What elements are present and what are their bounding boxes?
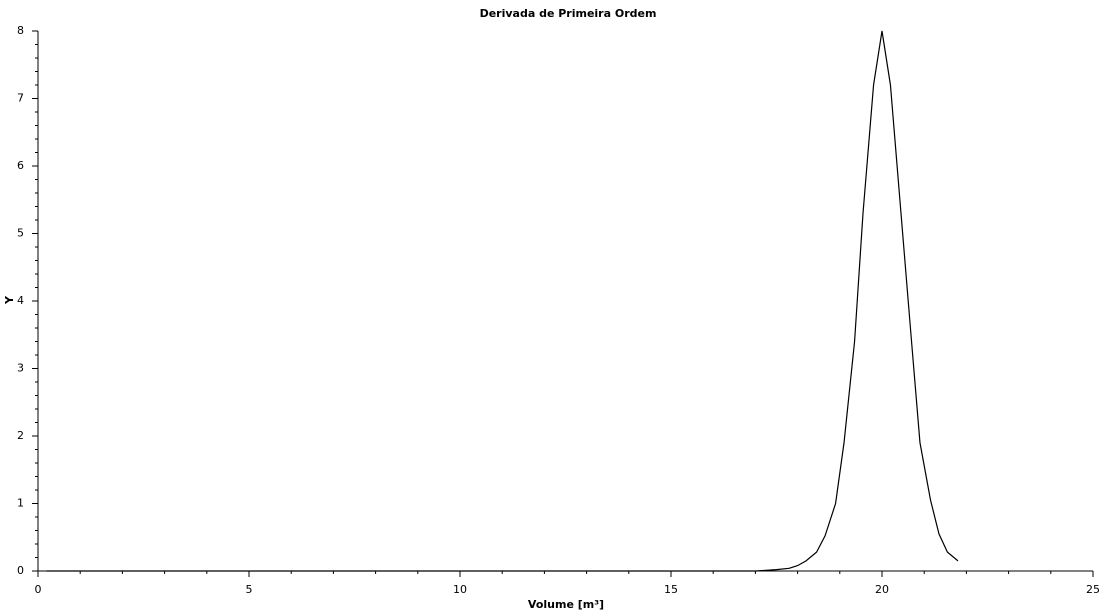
x-axis-label: Volume [m³] <box>528 598 604 611</box>
y-tick-label: 0 <box>17 564 24 577</box>
y-tick-label: 4 <box>17 294 24 307</box>
y-tick-label: 5 <box>17 227 24 240</box>
x-tick-label: 25 <box>1086 583 1100 596</box>
chart-title: Derivada de Primeira Ordem <box>480 7 657 20</box>
x-tick-label: 10 <box>453 583 467 596</box>
y-tick-label: 1 <box>17 497 24 510</box>
y-tick-label: 6 <box>17 159 24 172</box>
data-line <box>46 30 959 572</box>
y-tick-label: 8 <box>17 24 24 37</box>
y-tick-label: 7 <box>17 92 24 105</box>
x-tick-label: 15 <box>664 583 678 596</box>
x-tick-label: 20 <box>875 583 889 596</box>
x-tick-label: 5 <box>246 583 253 596</box>
x-tick-label: 0 <box>35 583 42 596</box>
y-tick-label: 2 <box>17 429 24 442</box>
y-axis-label: Y <box>3 295 16 305</box>
y-tick-label: 3 <box>17 362 24 375</box>
